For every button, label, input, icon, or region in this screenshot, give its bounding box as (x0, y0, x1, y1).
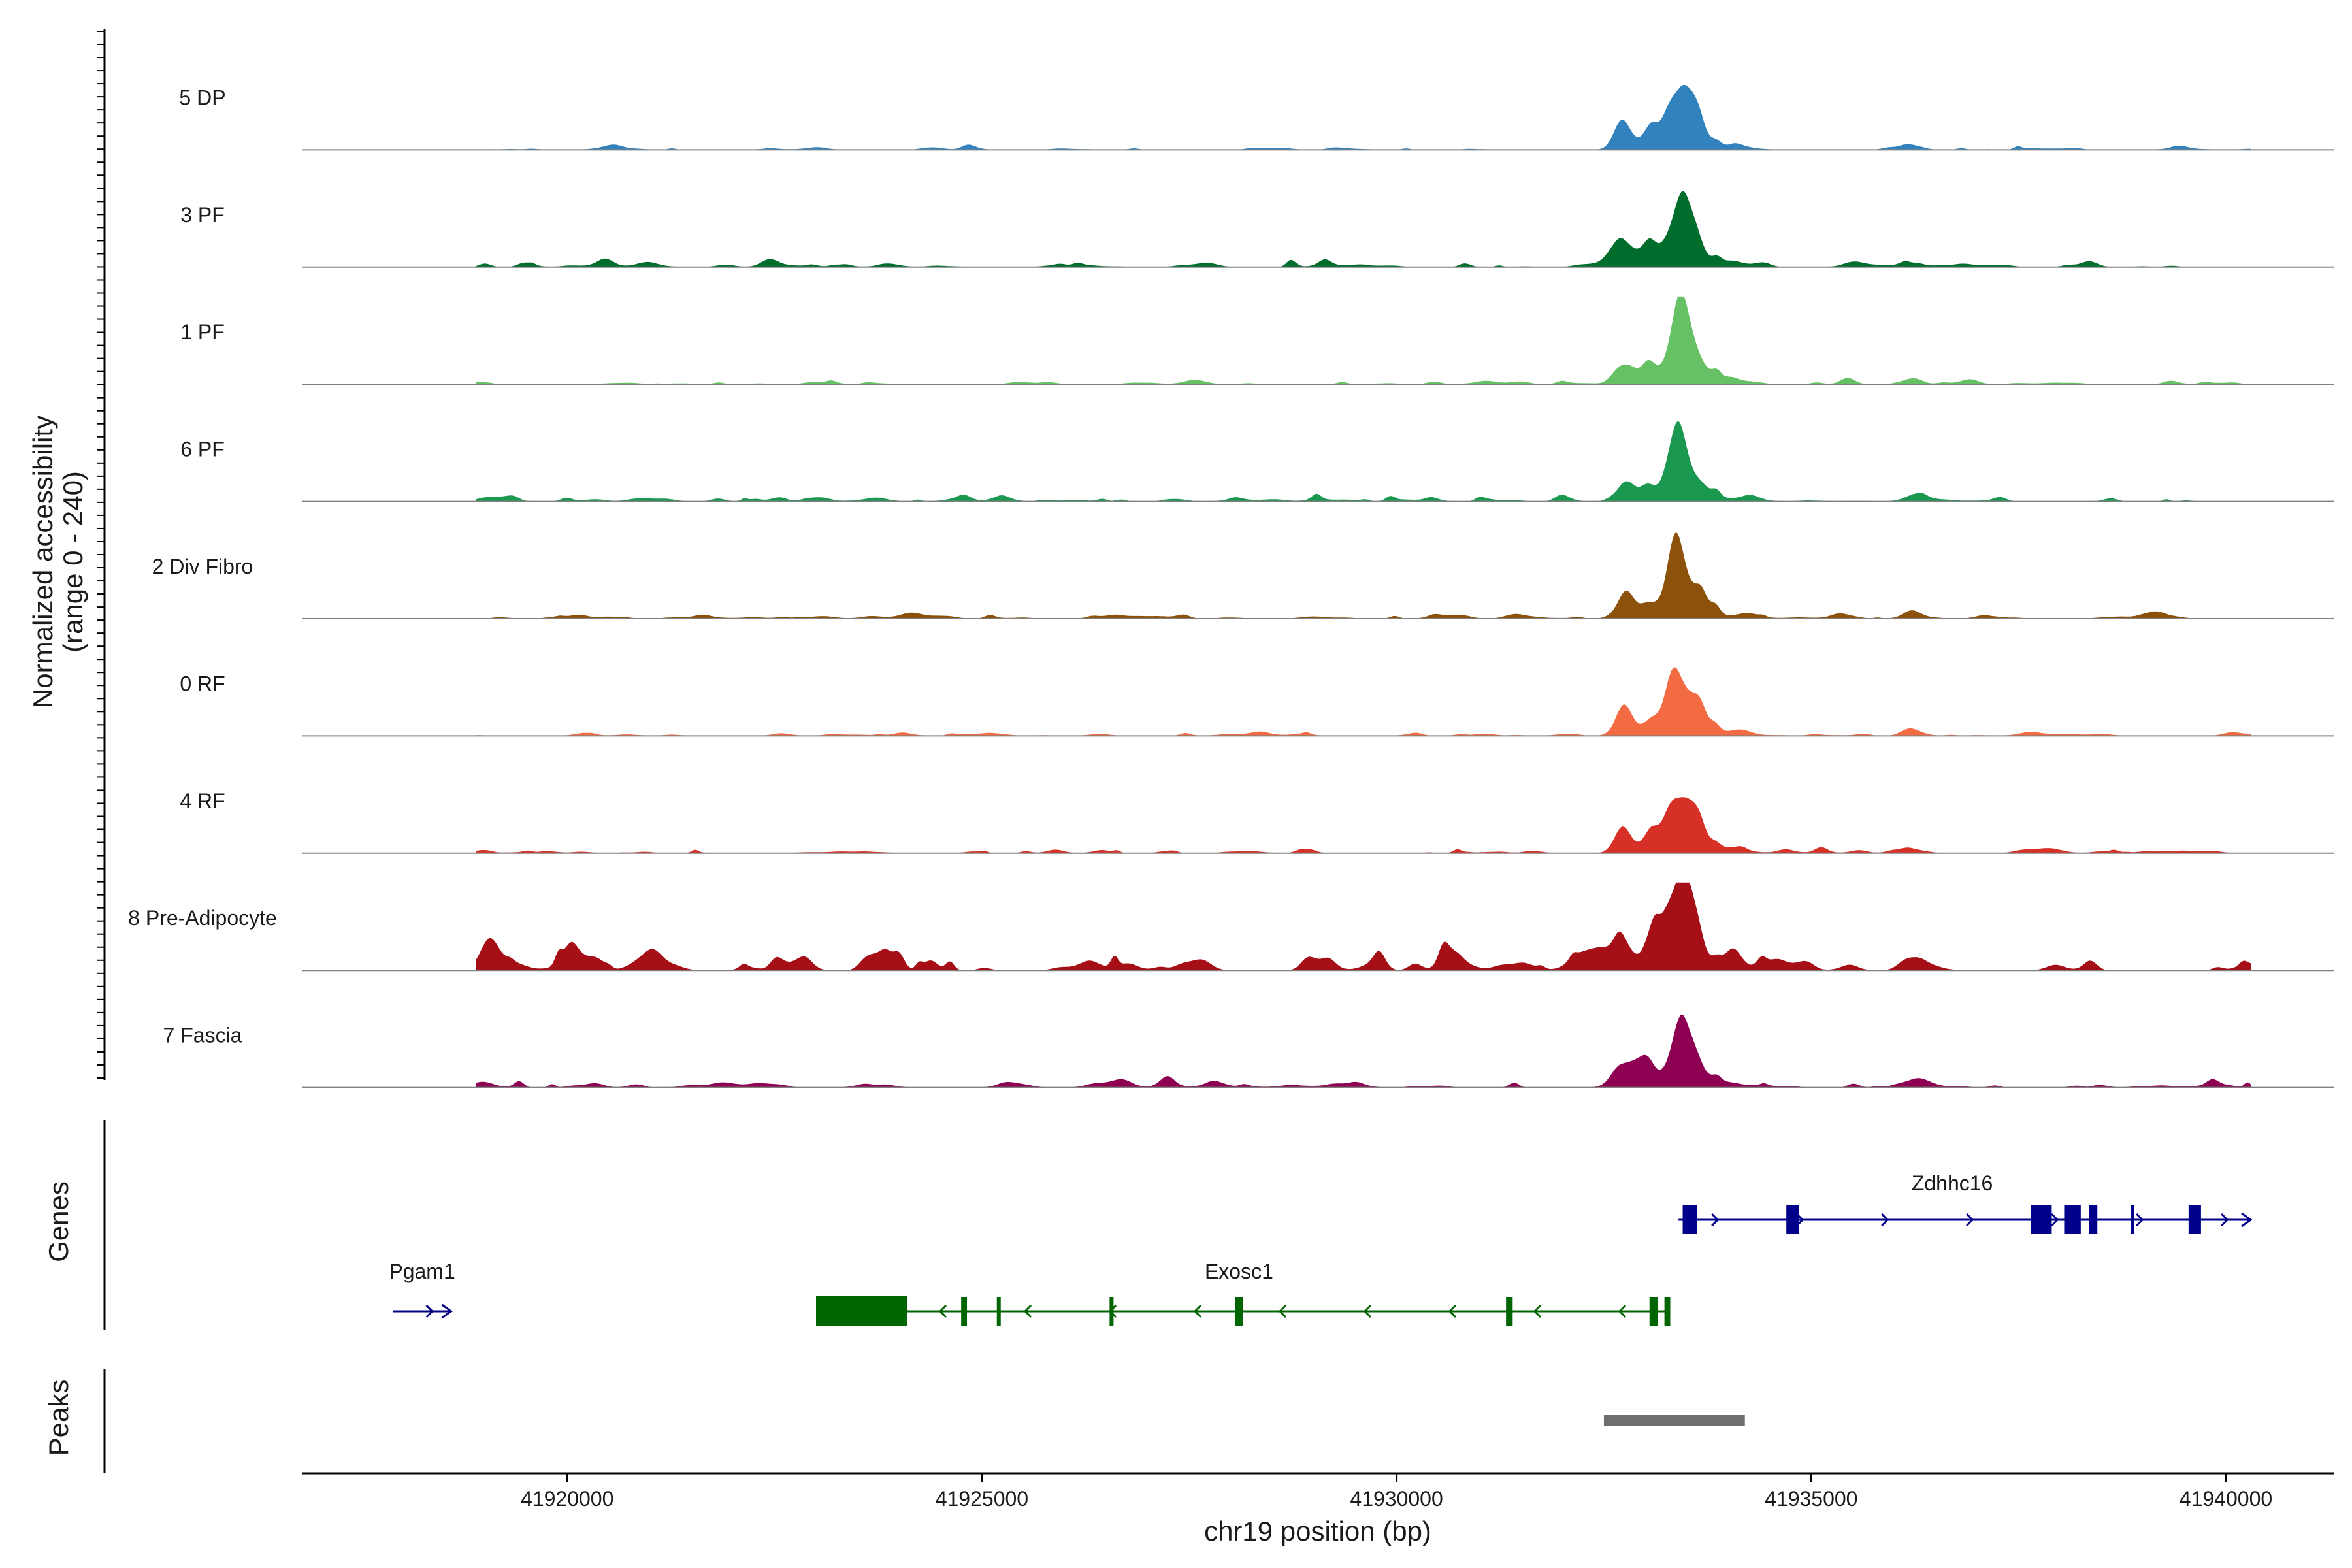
exon (2131, 1205, 2134, 1234)
strand-arrow (2051, 1213, 2059, 1227)
track-4-rf: 4 RF (180, 789, 2334, 854)
track-label: 3 PF (180, 203, 225, 227)
exon (1682, 1205, 1697, 1234)
exon (2031, 1205, 2052, 1234)
strand-arrow (1711, 1213, 1720, 1227)
x-axis: 41920000 41925000 41930000 41935000 41940000 (302, 1472, 2334, 1511)
strand-arrow (441, 1303, 453, 1319)
track-7-fascia: 7 Fascia (163, 1014, 2334, 1088)
track-label: 1 PF (180, 320, 225, 344)
strand-arrow (425, 1304, 434, 1318)
track-label: 4 RF (180, 789, 225, 813)
accessibility-y-axis (97, 29, 106, 1080)
exon (961, 1297, 968, 1326)
exon (1664, 1297, 1671, 1326)
genes-track: Pgam1 Exosc1 Zdhhc16 (103, 1120, 2253, 1330)
track-label: 0 RF (180, 672, 225, 695)
coverage-area (476, 882, 2251, 971)
peak-region (1603, 1415, 1745, 1426)
strand-arrow (2136, 1213, 2144, 1227)
strand-arrow (1023, 1304, 1032, 1318)
coverage-area (476, 1014, 2251, 1088)
gene-label: Exosc1 (1205, 1260, 1273, 1283)
strand-arrow (1533, 1304, 1542, 1318)
track-0-rf: 0 RF (180, 667, 2334, 737)
exon (2089, 1205, 2098, 1234)
strand-arrow (938, 1304, 947, 1318)
track-8-pre-adipocyte: 8 Pre-Adipocyte (128, 882, 2334, 972)
genes-track-label: Genes (43, 1181, 74, 1262)
x-axis-title: chr19 position (bp) (1204, 1516, 1431, 1546)
strand-arrow (1278, 1304, 1287, 1318)
x-tick-label: 41920000 (521, 1487, 613, 1511)
exon (2188, 1205, 2201, 1234)
x-tick-label: 41935000 (1765, 1487, 1857, 1511)
coverage-area (476, 797, 2251, 853)
track-2-div-fibro: 2 Div Fibro (152, 532, 2334, 619)
coverage-area (476, 421, 2251, 502)
coverage-area (476, 191, 2251, 267)
coverage-area (476, 84, 2251, 150)
coverage-area (476, 296, 2251, 385)
y-axis-range-label: (range 0 - 240) (57, 471, 88, 653)
coverage-tracks: 5 DP 3 PF 1 PF 6 PF 2 Div Fibro 0 RF 4 RF 8 Pre… (128, 84, 2334, 1088)
peaks-track-label: Peaks (43, 1380, 74, 1456)
exon (1649, 1297, 1658, 1326)
strand-arrow (1881, 1213, 1889, 1227)
exon (1109, 1297, 1114, 1326)
gene-zdhhc16: Zdhhc16 (1678, 1171, 2253, 1234)
track-label: 2 Div Fibro (152, 555, 253, 578)
gene-label: Zdhhc16 (1912, 1171, 1993, 1195)
track-5-dp: 5 DP (179, 84, 2334, 151)
exon (2064, 1205, 2081, 1234)
track-1-pf: 1 PF (180, 296, 2334, 385)
peaks-track (103, 1369, 1745, 1473)
gene-exosc1: Exosc1 (816, 1260, 1671, 1326)
exon (1235, 1297, 1243, 1326)
track-label: 6 PF (180, 438, 225, 461)
x-tick-label: 41925000 (936, 1487, 1028, 1511)
track-3-pf: 3 PF (180, 191, 2334, 268)
strand-arrow (1448, 1304, 1457, 1318)
strand-arrow (1363, 1304, 1372, 1318)
track-label: 8 Pre-Adipocyte (128, 906, 277, 930)
y-axis-title: Normalized accessibility (27, 416, 58, 708)
x-tick-label: 41940000 (2180, 1487, 2272, 1511)
x-tick-label: 41930000 (1350, 1487, 1443, 1511)
strand-arrow (2241, 1212, 2253, 1228)
gene-label: Pgam1 (389, 1260, 455, 1283)
gene-pgam1: Pgam1 (389, 1260, 455, 1319)
exon (996, 1297, 1001, 1326)
strand-arrow (1966, 1213, 1974, 1227)
coverage-area (476, 532, 2251, 619)
track-label: 7 Fascia (163, 1024, 242, 1047)
exon (816, 1296, 907, 1326)
exon (1506, 1297, 1513, 1326)
track-label: 5 DP (179, 86, 225, 109)
exon (1786, 1205, 1799, 1234)
strand-arrow (1618, 1304, 1627, 1318)
strand-arrow (1193, 1304, 1202, 1318)
track-6-pf: 6 PF (180, 421, 2334, 502)
strand-arrow (2221, 1213, 2229, 1227)
coverage-area (476, 667, 2251, 736)
